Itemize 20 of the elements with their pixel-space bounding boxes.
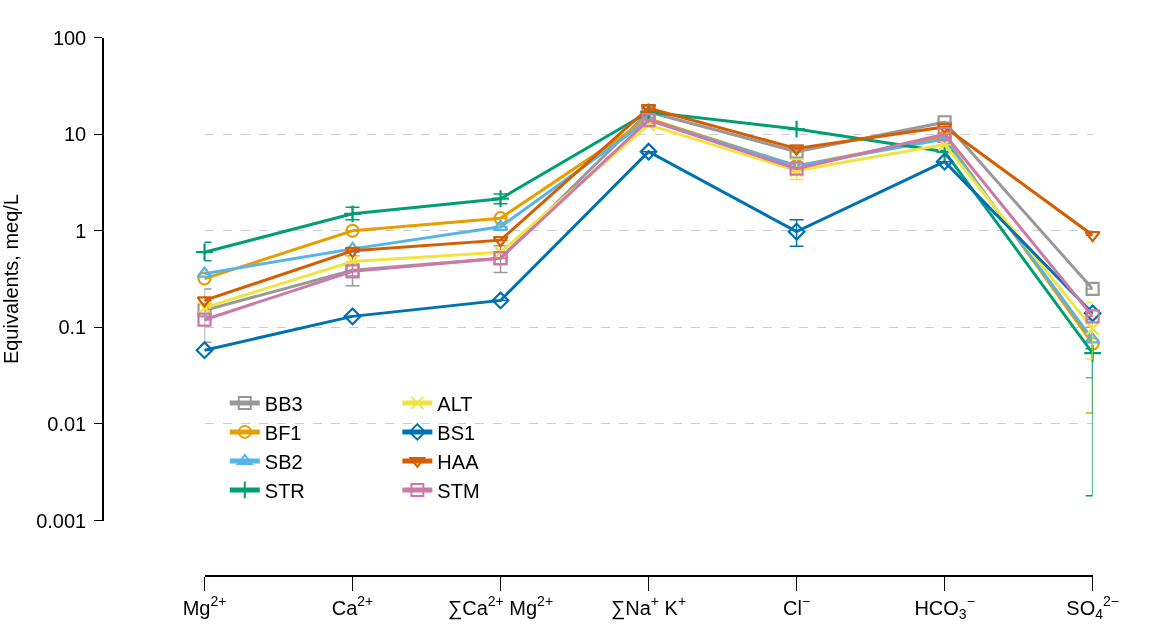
x-tick-label: ∑Na$^{+}$ K$^{+}$ (611, 593, 687, 620)
legend-label: BS1 (437, 421, 476, 444)
y-tick-label: 0.001 (36, 509, 87, 532)
legend-label: HAA (437, 450, 480, 473)
x-tick-label: Cl$^{−}$ (783, 593, 811, 619)
y-tick-label: 0.1 (58, 316, 87, 339)
x-tick-label: Mg$^{2+}$ (182, 593, 227, 619)
legend-label: STR (264, 479, 305, 502)
legend-label: STM (437, 479, 480, 502)
x-tick-label: ∑Ca$^{2+}$ Mg$^{2+}$ (447, 593, 554, 620)
legend-label: ALT (437, 392, 473, 415)
y-axis-title: Equivalents, meq/L (0, 194, 22, 365)
y-tick-label: 0.01 (47, 412, 87, 435)
y-tick-label: 100 (52, 26, 87, 49)
x-tick-label: Ca$^{2+}$ (331, 593, 374, 619)
y-tick-label: 1 (75, 219, 87, 242)
legend-label: BB3 (264, 392, 303, 415)
legend-label: SB2 (264, 450, 303, 473)
y-tick-label: 10 (64, 123, 87, 146)
legend-label: BF1 (264, 421, 302, 444)
